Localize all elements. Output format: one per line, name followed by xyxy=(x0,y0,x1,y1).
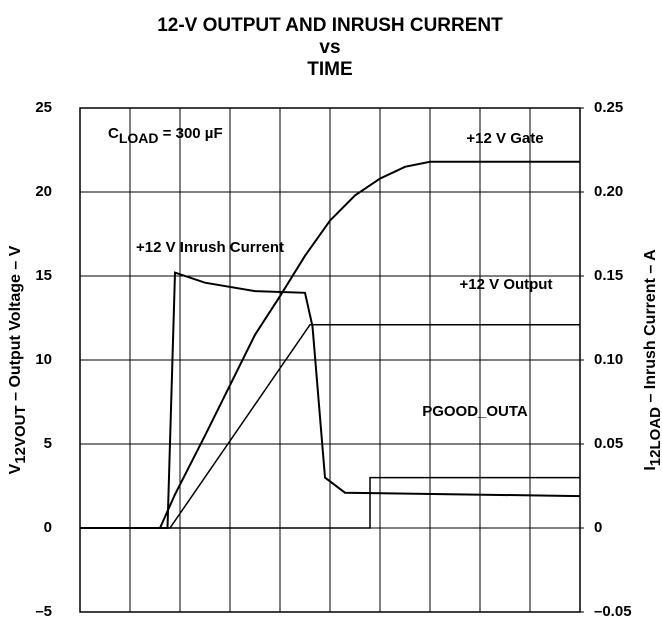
line-series xyxy=(80,476,580,529)
plot-frame xyxy=(79,107,581,613)
y-tick-label: 25 xyxy=(35,99,52,116)
series-label: PGOOD_OUTA xyxy=(422,403,528,420)
annotation: CLOAD = 300 µF xyxy=(108,125,223,146)
chart-title: vs xyxy=(319,37,340,58)
y2-tick-label: 0.05 xyxy=(594,435,623,452)
y2-tick-label: 0 xyxy=(594,519,602,536)
y-axis-label: V12VOUT – Output Voltage – V xyxy=(7,245,29,474)
y-tick-label: 5 xyxy=(44,435,52,452)
y2-axis-label-rest: – Inrush Current – A xyxy=(642,249,659,407)
line-series xyxy=(80,271,581,529)
chart-title: TIME xyxy=(307,59,352,80)
y-tick-label: 20 xyxy=(35,183,52,200)
y-tick-label: 0 xyxy=(44,519,52,536)
annotation-sub: LOAD xyxy=(119,130,159,146)
y2-tick-label: –0.05 xyxy=(594,603,632,620)
series-label: +12 V Gate xyxy=(466,130,543,147)
annotation-main: C xyxy=(108,125,119,142)
y-tick-label: –5 xyxy=(35,603,52,620)
chart-title: 12-V OUTPUT AND INRUSH CURRENT xyxy=(157,15,503,36)
y-axis-label-main: V xyxy=(7,463,24,474)
y-tick-label: 10 xyxy=(35,351,52,368)
y2-tick-label: 0.10 xyxy=(594,351,623,368)
y-axis-label-sub: 12VOUT xyxy=(12,405,29,463)
y2-axis-label-main: I xyxy=(642,466,659,470)
y2-axis-label: I12LOAD – Inrush Current – A xyxy=(642,249,662,471)
y-axis-label-rest: – Output Voltage – V xyxy=(7,245,24,405)
series-label: +12 V Output xyxy=(460,276,553,293)
annotation-rest: = 300 µF xyxy=(159,125,223,142)
y2-tick-label: 0.15 xyxy=(594,267,623,284)
y2-tick-label: 0.20 xyxy=(594,183,623,200)
line-series xyxy=(80,160,580,529)
series-label: +12 V Inrush Current xyxy=(136,239,284,256)
y-tick-label: 15 xyxy=(35,267,52,284)
y2-tick-label: 0.25 xyxy=(594,99,623,116)
y2-axis-label-sub: 12LOAD xyxy=(647,407,662,466)
